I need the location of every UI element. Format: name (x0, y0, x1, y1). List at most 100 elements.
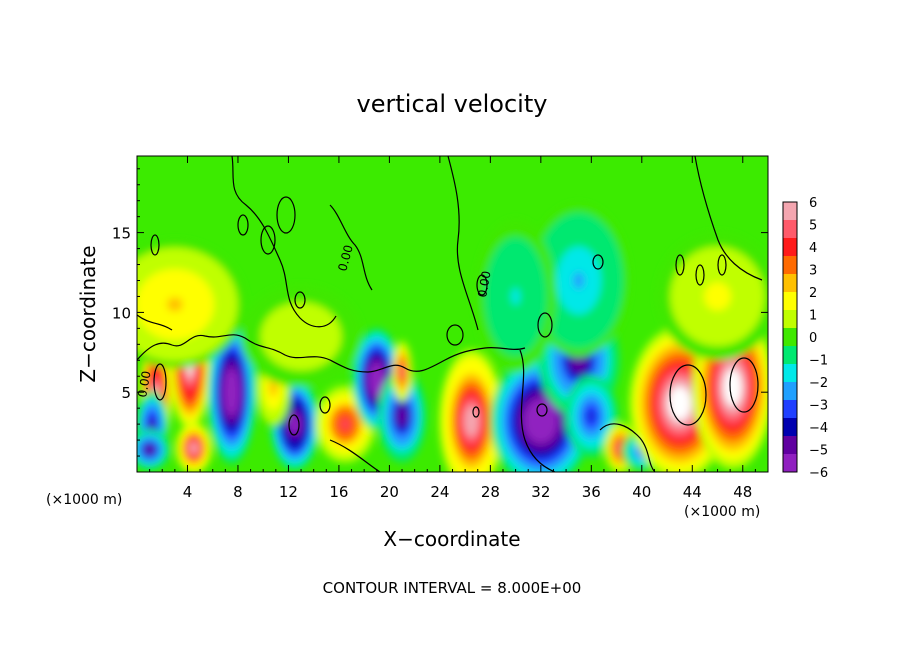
y-axis-label: Z−coordinate (76, 245, 100, 382)
colorbar-segment (783, 256, 797, 274)
colorbar-segment (783, 274, 797, 292)
colorbar-segment (783, 292, 797, 310)
contour-loop (260, 225, 276, 255)
x-tick-label: 12 (279, 483, 298, 501)
colorbar: 6 5 4 3 2 1 0 −1 −2 −3 −4 −5 −6 (782, 196, 828, 481)
velocity-cell-band (228, 384, 235, 401)
colorbar-tick-label: −2 (809, 376, 828, 391)
velocity-cell (240, 285, 362, 388)
velocity-cell-band (292, 419, 298, 430)
y-axis-ticks: 5 10 15 (112, 168, 768, 457)
velocity-cell-band (535, 413, 547, 429)
velocity-cell (137, 240, 246, 369)
colorbar-segment (783, 238, 797, 256)
contour-loop (153, 363, 167, 401)
velocity-cell (207, 320, 256, 464)
velocity-field (137, 203, 768, 472)
y-tick-label: 5 (121, 384, 131, 402)
colorbar-tick-label: −3 (809, 399, 828, 414)
contour-line (231, 156, 337, 328)
contour-loop (237, 214, 249, 236)
contour-loop (319, 396, 331, 414)
velocity-cell-band (467, 412, 476, 429)
contour-interval-note: CONTOUR INTERVAL = 8.000E+00 (323, 579, 582, 597)
contour-labels: 0.00 0.00 0.00 (135, 243, 494, 399)
x-tick-label: 40 (632, 483, 651, 501)
colorbar-segment (783, 418, 797, 436)
x-tick-label: 44 (683, 483, 702, 501)
colorbar-tick-label: 5 (809, 219, 817, 234)
contour-loop (150, 234, 160, 256)
colorbar-segment (783, 436, 797, 454)
colorbar-tick-label: −1 (809, 354, 828, 369)
velocity-cell-band (574, 354, 584, 367)
x-tick-label: 16 (329, 483, 348, 501)
velocity-cell (439, 349, 504, 472)
colorbar-segment (783, 364, 797, 382)
velocity-cell-band (191, 445, 196, 451)
contour-loop (537, 312, 553, 338)
velocity-cell-band (147, 447, 152, 452)
contour-line (329, 439, 381, 472)
velocity-cell-band (399, 411, 405, 422)
contour-loop (592, 254, 604, 270)
contour-label: 0.00 (135, 370, 153, 399)
colorbar-tick-label: −5 (809, 444, 828, 459)
contour-line (599, 423, 656, 472)
velocity-cell-band (341, 419, 349, 429)
plot-area: 0.00 0.00 0.00 (135, 156, 768, 472)
colorbar-tick-label: 4 (809, 241, 817, 256)
velocity-cell-band (400, 368, 404, 375)
velocity-cell-band (511, 287, 521, 305)
velocity-cell (391, 340, 413, 403)
y-tick-label: 15 (112, 225, 131, 243)
x-unit-right: (×1000 m) (684, 504, 760, 520)
contour-loop (276, 196, 296, 234)
contour-loop (536, 403, 548, 417)
contour-line (694, 156, 763, 281)
colorbar-tick-label: 3 (809, 264, 817, 279)
colorbar-segment (783, 202, 797, 220)
contour-loop (446, 324, 464, 346)
contour-line (137, 334, 526, 373)
colorbar-tick-label: 1 (809, 309, 817, 324)
contour-line (447, 156, 479, 331)
x-tick-label: 4 (183, 483, 193, 501)
colorbar-segment (783, 400, 797, 418)
colorbar-segment (783, 454, 797, 472)
velocity-cell-band (618, 445, 623, 451)
x-tick-label: 36 (582, 483, 601, 501)
contour-line (519, 349, 556, 472)
chart-title: vertical velocity (357, 90, 548, 118)
x-tick-label: 28 (481, 483, 500, 501)
x-tick-label: 24 (430, 483, 449, 501)
contour-loop (476, 274, 488, 296)
colorbar-tick-label: 2 (809, 286, 817, 301)
x-tick-label: 20 (380, 483, 399, 501)
velocity-cell-band (167, 297, 183, 312)
x-axis-ticks: 4 8 12 16 20 24 28 32 36 40 44 48 (149, 156, 756, 501)
x-tick-label: 32 (531, 483, 550, 501)
contour-loop (669, 364, 707, 426)
colorbar-segment (783, 382, 797, 400)
contour-loop (717, 254, 727, 276)
velocity-cell (137, 429, 170, 471)
colorbar-segment (783, 310, 797, 328)
colorbar-tick-label: 0 (809, 331, 817, 346)
x-tick-label: 8 (233, 483, 243, 501)
colorbar-frame (782, 201, 798, 473)
contour-loop (675, 254, 685, 276)
colorbar-segment (783, 220, 797, 238)
colorbar-tick-label: 6 (809, 196, 817, 211)
colorbar-segment (783, 328, 797, 346)
colorbar-tick-label: −4 (809, 421, 828, 436)
contour-loop (729, 357, 759, 413)
velocity-cell-band (674, 394, 686, 412)
velocity-cell-band (588, 411, 595, 421)
velocity-cell-band (271, 382, 276, 392)
contour-line (137, 314, 173, 331)
x-unit-left: (×1000 m) (46, 492, 122, 508)
x-axis-label: X−coordinate (383, 527, 520, 551)
velocity-cell (377, 370, 427, 463)
